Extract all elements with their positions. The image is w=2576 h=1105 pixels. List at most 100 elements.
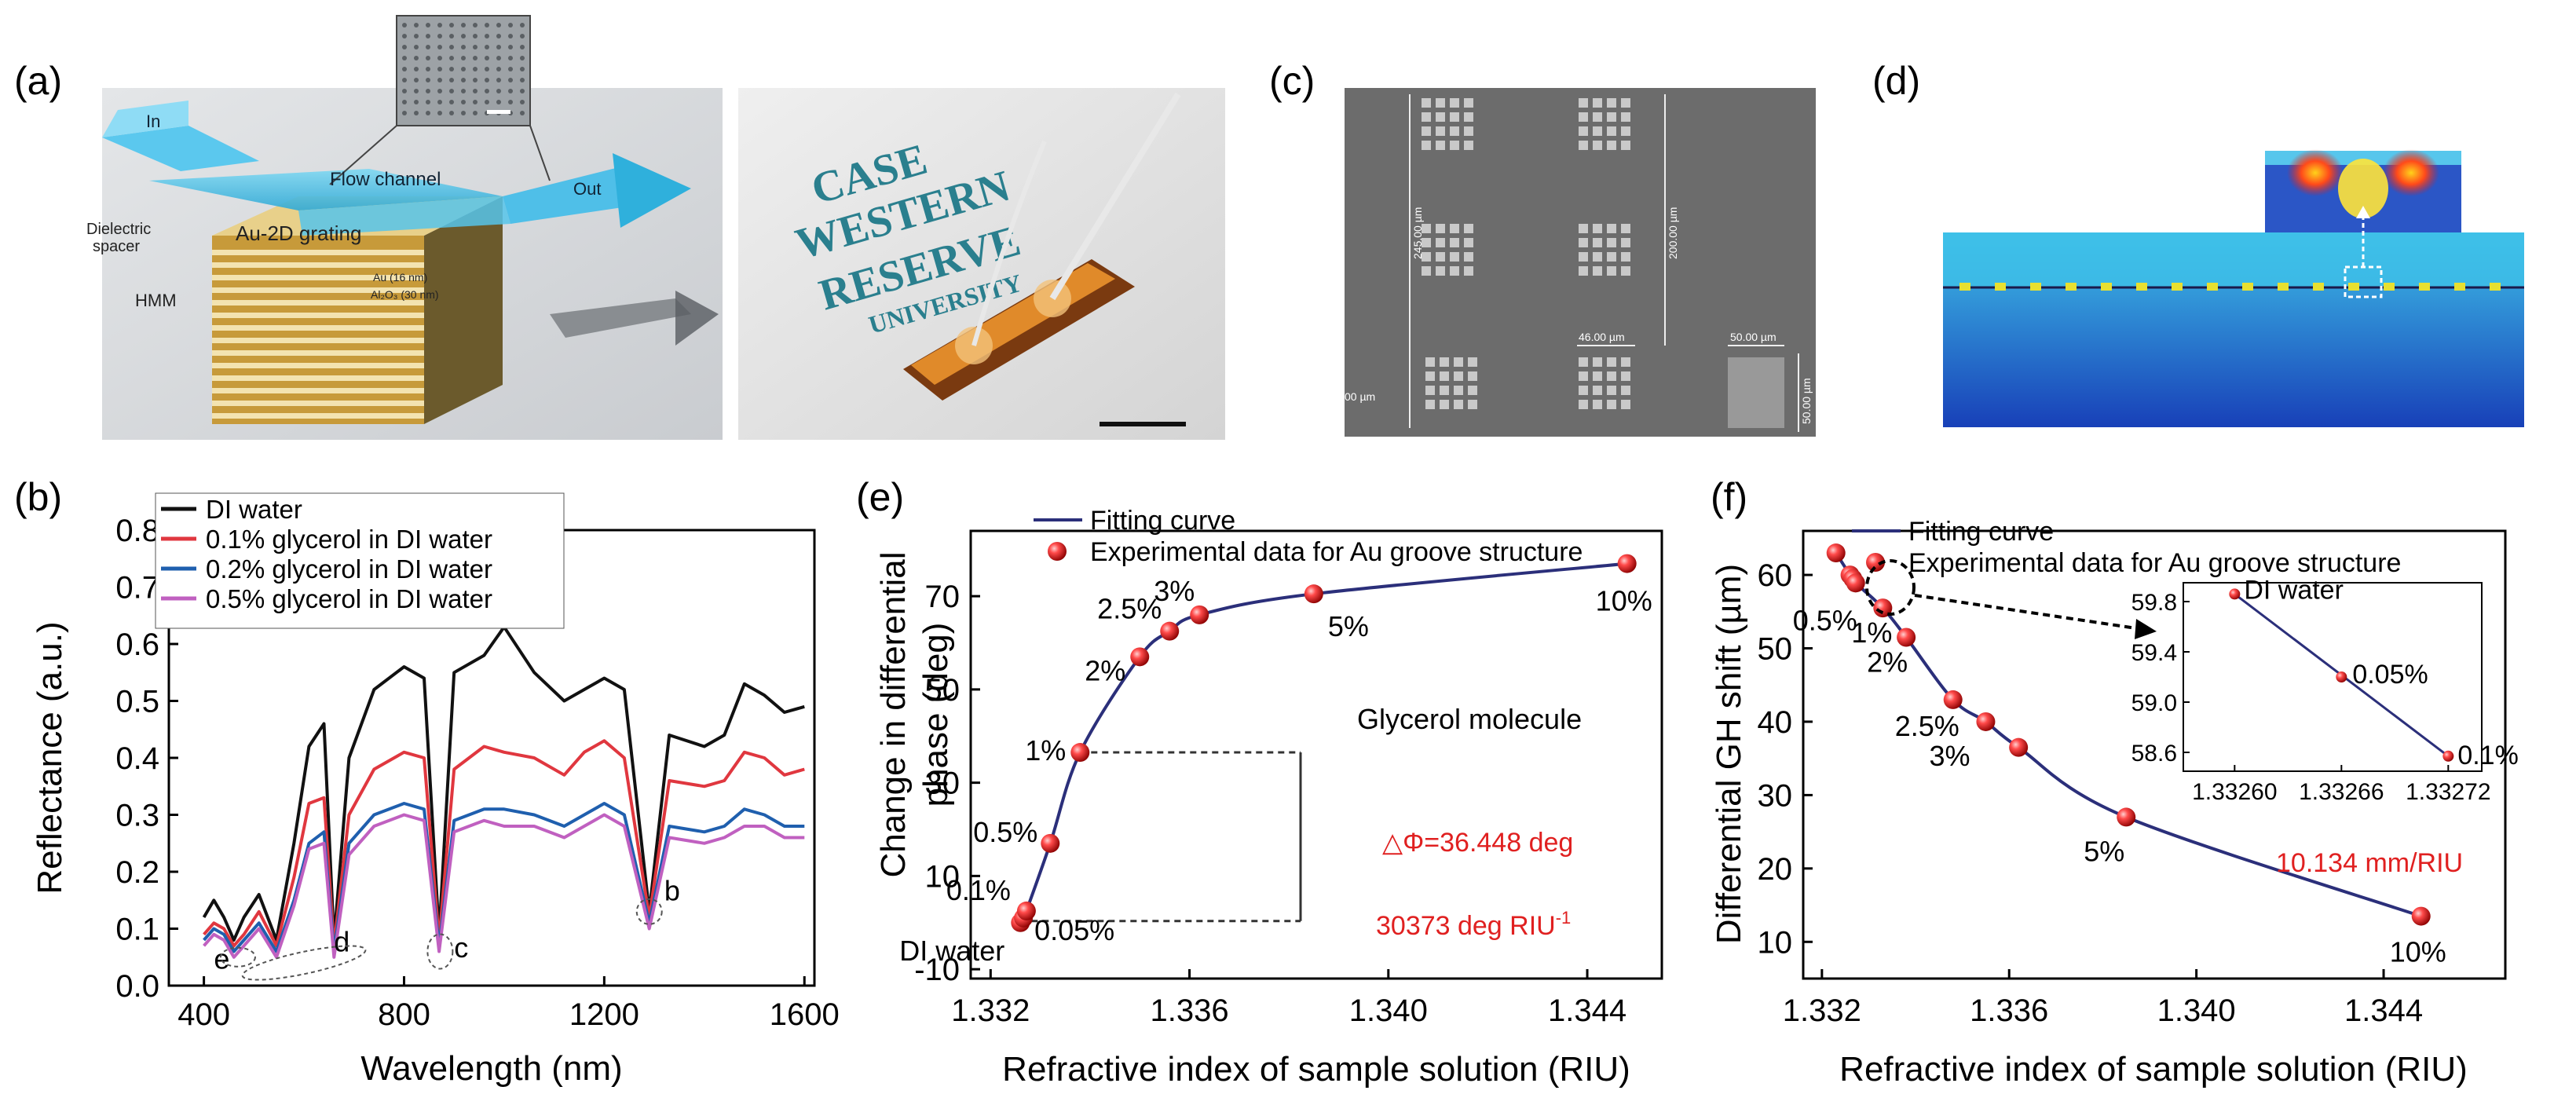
chart-e-legend-point-swatch xyxy=(1048,542,1067,561)
panel-a-schematic: In Flow channel Out Dielectric spacer Au… xyxy=(86,15,723,440)
chart-b-dip-ring xyxy=(241,945,367,981)
panel-label-e: (e) xyxy=(856,475,904,519)
chart-f-inset-point-label: DI water xyxy=(2244,575,2344,605)
chart-b-dip-ring xyxy=(426,933,454,970)
sem-cell xyxy=(1450,141,1459,150)
hmm-layer xyxy=(212,313,424,318)
chart-f-legend-point-swatch xyxy=(1866,553,1885,572)
panel-a-photo: CASE WESTERN RESERVE UNIVERSITY xyxy=(738,88,1225,440)
grating-dot xyxy=(437,111,442,115)
chart-e-point-label: 0.05% xyxy=(1034,914,1114,946)
hmm-layer xyxy=(212,338,424,343)
chart-f-data-point xyxy=(2411,906,2431,926)
panel-label-d: (d) xyxy=(1872,59,1920,103)
sem-cell xyxy=(1425,371,1435,381)
groove xyxy=(2066,283,2077,291)
grating-dot xyxy=(473,67,478,71)
sem-cell xyxy=(1464,112,1473,122)
sem-cell xyxy=(1468,400,1477,409)
sem-cell xyxy=(1450,266,1459,276)
groove xyxy=(2207,283,2218,291)
chart-e-point-label: 0.5% xyxy=(973,816,1037,848)
chart-b-dip-label: e xyxy=(214,942,229,975)
sem-cell xyxy=(1579,371,1588,381)
label-hmm: HMM xyxy=(135,291,177,310)
chart-e-frame xyxy=(969,529,1663,980)
chart-e-sensitivity: 30373 deg RIU-1 xyxy=(1376,908,1571,941)
chart-f-data-point xyxy=(1873,598,1893,618)
grating-dot xyxy=(402,23,407,27)
grating-dot xyxy=(508,67,513,71)
chart-f-xlabel: Refractive index of sample solution (RIU… xyxy=(1839,1050,2468,1089)
sem-cell xyxy=(1464,141,1473,150)
hmm-layer xyxy=(212,325,424,331)
grating-dot xyxy=(461,89,466,93)
sem-cell xyxy=(1436,126,1445,136)
grating-dot xyxy=(520,56,525,60)
chart-e-point-label: DI water xyxy=(899,935,1004,967)
sem-cell xyxy=(1579,400,1588,409)
sem-cell xyxy=(1436,112,1445,122)
chart-e-data-point xyxy=(1041,833,1060,853)
hmm-layer xyxy=(212,413,424,419)
hmm-layer xyxy=(212,275,424,280)
sem-cell xyxy=(1454,386,1463,395)
chart-e-point-label: 1% xyxy=(1025,734,1066,767)
groove xyxy=(2348,283,2359,291)
chart-f-inset-point-label: 0.1% xyxy=(2457,741,2519,770)
sem-cell xyxy=(1422,252,1431,262)
sem-cell xyxy=(1593,386,1602,395)
grating-dot xyxy=(437,23,442,27)
sem-cell xyxy=(1593,266,1602,276)
groove xyxy=(2101,283,2112,291)
chart-b-xlabel: Wavelength (nm) xyxy=(360,1049,622,1088)
grating-dot xyxy=(426,34,430,38)
grating-dot xyxy=(402,45,407,49)
grating-dot xyxy=(485,89,489,93)
sem-cell xyxy=(1621,386,1630,395)
grating-dot xyxy=(449,34,454,38)
chart-b-ytick-label: 0.5 xyxy=(115,685,159,719)
grating-dot xyxy=(496,45,501,49)
chart-f-inset-xtick-label: 1.33260 xyxy=(2192,779,2277,805)
grating-dot xyxy=(485,78,489,82)
scale-00: 00 µm xyxy=(1345,390,1375,403)
chip-photo xyxy=(903,92,1181,401)
chart-e-data-point xyxy=(1160,621,1180,641)
panel-label-b: (b) xyxy=(14,475,62,519)
grating-dot xyxy=(414,23,419,27)
chart-e-ytick-label: 50 xyxy=(925,673,961,708)
sem-cell xyxy=(1621,141,1630,150)
sem-cell xyxy=(1464,238,1473,247)
grating-dot xyxy=(402,89,407,93)
chart-e-data-point xyxy=(1617,554,1637,573)
hmm-layer xyxy=(212,300,424,306)
chart-b-dip-ring xyxy=(219,946,256,968)
sem-cell xyxy=(1468,357,1477,367)
grating-dot xyxy=(414,100,419,104)
groove xyxy=(1959,283,1970,291)
grating-dot xyxy=(485,34,489,38)
sem-cell xyxy=(1579,386,1588,395)
sem-cell xyxy=(1593,400,1602,409)
chart-f-point-label: 1% xyxy=(1851,617,1892,649)
chart-b-ytick-label: 0.6 xyxy=(115,628,159,662)
sem-cell xyxy=(1607,126,1616,136)
chart-e-point-label: 2.5% xyxy=(1097,593,1162,625)
hmm-layer xyxy=(212,262,424,268)
grating-dot xyxy=(496,89,501,93)
grating-dot xyxy=(449,78,454,82)
sem-cell xyxy=(1607,357,1616,367)
sem-cell xyxy=(1422,141,1431,150)
chart-e-molecule: Glycerol molecule xyxy=(1357,703,1582,735)
sem-cell xyxy=(1436,98,1445,108)
sem-cell xyxy=(1621,266,1630,276)
chart-e-data-point xyxy=(1304,584,1323,604)
chart-f-point-label: 5% xyxy=(2084,835,2124,867)
grating-dot xyxy=(461,45,466,49)
chart-b-xtick-label: 400 xyxy=(177,997,230,1032)
grating-dot xyxy=(496,23,501,27)
sem-cell xyxy=(1579,266,1588,276)
chart-b-ytick-label: 0.7 xyxy=(115,571,159,606)
